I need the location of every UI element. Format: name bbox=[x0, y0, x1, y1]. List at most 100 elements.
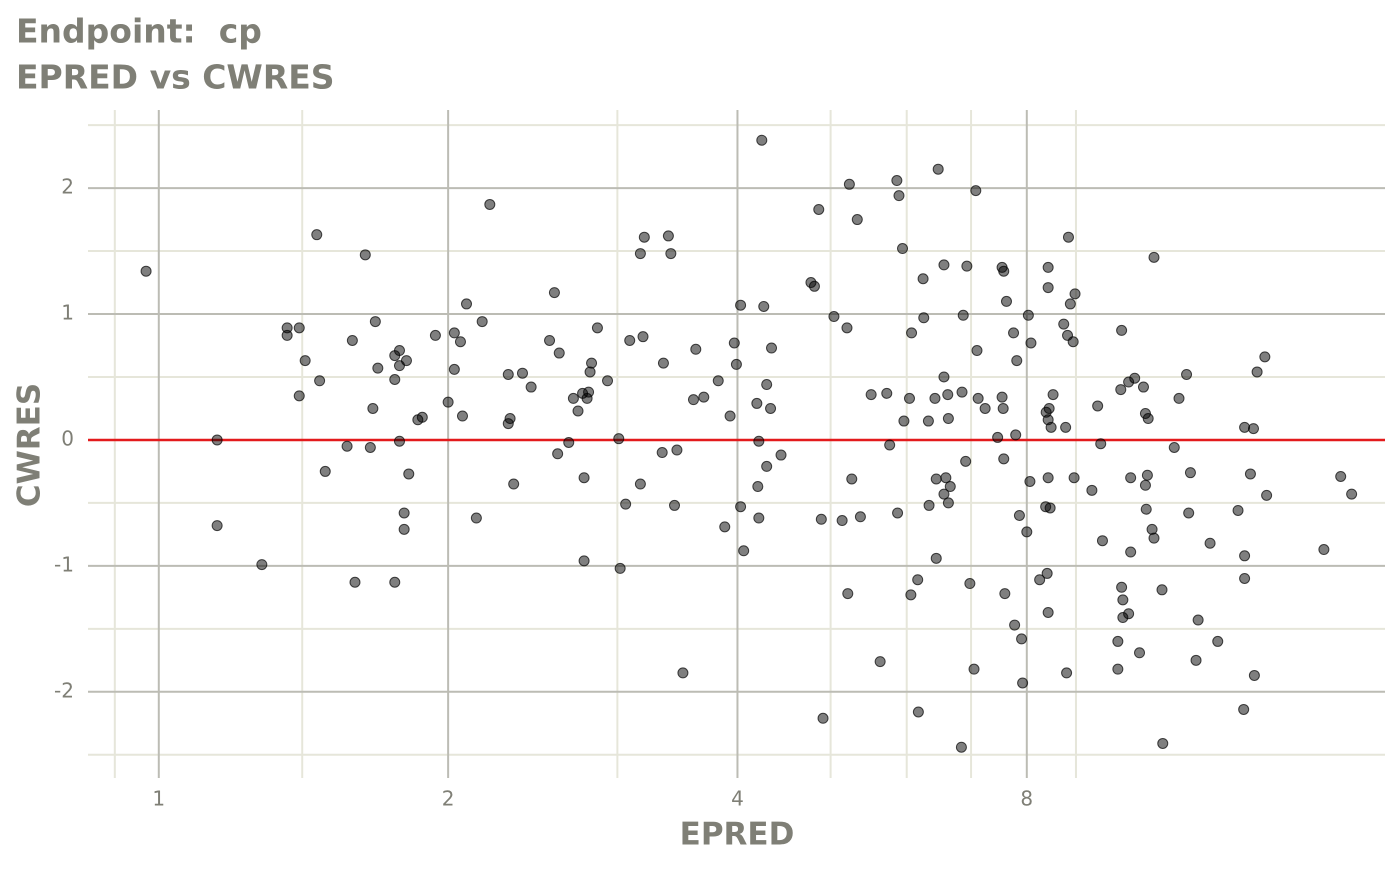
point bbox=[552, 448, 564, 460]
y-tick-label: -1 bbox=[54, 552, 74, 576]
point bbox=[1025, 337, 1037, 349]
point bbox=[1095, 438, 1107, 450]
point bbox=[1047, 389, 1059, 401]
point bbox=[998, 265, 1010, 277]
point bbox=[1034, 574, 1046, 586]
point bbox=[1148, 251, 1160, 263]
point bbox=[456, 410, 468, 422]
point bbox=[372, 362, 384, 374]
point bbox=[1248, 669, 1260, 681]
point bbox=[735, 501, 747, 513]
point bbox=[624, 334, 636, 346]
x-tick-label: 2 bbox=[442, 787, 455, 811]
point bbox=[765, 402, 777, 414]
point bbox=[504, 413, 516, 425]
point bbox=[662, 230, 674, 242]
point bbox=[669, 499, 681, 511]
point bbox=[932, 163, 944, 175]
point bbox=[846, 473, 858, 485]
point bbox=[1112, 663, 1124, 675]
point bbox=[836, 515, 848, 527]
point bbox=[544, 334, 556, 346]
point bbox=[938, 371, 950, 383]
point bbox=[584, 366, 596, 378]
point bbox=[905, 589, 917, 601]
point bbox=[677, 667, 689, 679]
point bbox=[881, 387, 893, 399]
point bbox=[1017, 677, 1029, 689]
x-tick-label: 1 bbox=[152, 787, 165, 811]
point bbox=[1086, 484, 1098, 496]
point bbox=[1129, 372, 1141, 384]
point bbox=[1016, 633, 1028, 645]
point bbox=[281, 329, 293, 341]
point bbox=[656, 447, 668, 459]
point bbox=[1000, 295, 1012, 307]
point bbox=[341, 440, 353, 452]
point bbox=[1042, 261, 1054, 273]
point bbox=[613, 433, 625, 445]
point bbox=[1232, 504, 1244, 516]
point bbox=[1168, 442, 1180, 453]
point bbox=[461, 298, 473, 310]
point bbox=[942, 413, 954, 425]
point bbox=[851, 214, 863, 226]
point bbox=[724, 410, 736, 422]
point bbox=[1146, 523, 1158, 535]
point bbox=[1239, 572, 1251, 584]
point bbox=[1156, 584, 1168, 596]
point bbox=[1043, 402, 1055, 414]
point bbox=[671, 444, 683, 456]
point bbox=[735, 299, 747, 311]
point bbox=[591, 322, 603, 334]
point bbox=[1184, 467, 1196, 479]
x-axis-title: EPRED bbox=[680, 817, 795, 853]
point bbox=[586, 357, 598, 369]
point bbox=[917, 273, 929, 285]
point bbox=[1021, 526, 1033, 538]
point bbox=[1247, 423, 1259, 435]
point bbox=[930, 473, 942, 485]
point bbox=[256, 559, 268, 571]
point bbox=[922, 415, 934, 427]
point bbox=[944, 481, 956, 493]
point bbox=[620, 498, 632, 510]
point bbox=[602, 375, 614, 387]
point bbox=[454, 336, 466, 348]
point bbox=[400, 355, 412, 367]
point bbox=[516, 367, 528, 379]
point bbox=[1125, 546, 1137, 558]
point bbox=[712, 375, 724, 387]
point bbox=[140, 265, 152, 277]
point bbox=[1042, 606, 1054, 618]
point bbox=[1115, 384, 1127, 396]
point bbox=[359, 249, 371, 261]
point bbox=[314, 375, 326, 387]
point bbox=[687, 394, 699, 406]
point bbox=[389, 373, 401, 385]
point bbox=[1134, 647, 1146, 659]
point bbox=[698, 391, 710, 403]
point bbox=[997, 402, 1009, 414]
point bbox=[346, 334, 358, 346]
point bbox=[1009, 619, 1021, 631]
point bbox=[854, 511, 866, 523]
point bbox=[1061, 667, 1073, 679]
point bbox=[1183, 507, 1195, 519]
point bbox=[918, 312, 930, 324]
point bbox=[1060, 421, 1072, 433]
point bbox=[1112, 635, 1124, 647]
point bbox=[429, 329, 441, 341]
point bbox=[1190, 654, 1202, 666]
x-tick-label: 4 bbox=[731, 787, 744, 811]
point bbox=[567, 392, 579, 404]
point bbox=[1212, 635, 1224, 647]
point bbox=[1008, 327, 1020, 339]
point bbox=[1141, 469, 1153, 481]
point bbox=[1157, 737, 1169, 749]
point bbox=[442, 396, 454, 408]
point bbox=[690, 343, 702, 355]
point bbox=[1181, 368, 1193, 380]
point bbox=[614, 562, 626, 574]
point bbox=[1044, 502, 1056, 514]
